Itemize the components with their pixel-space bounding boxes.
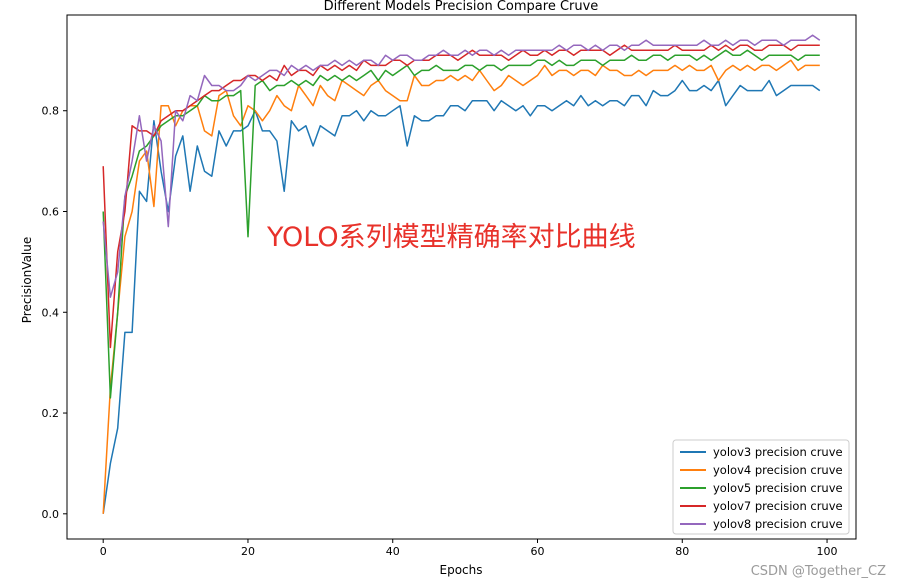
chart-title: Different Models Precision Compare Cruve [324,0,599,14]
series-line-3 [102,49,820,399]
y-axis-label: PrecisionValue [20,237,34,324]
x-tick-label: 40 [386,545,400,558]
x-tick-label: 80 [675,545,689,558]
y-tick-label: 0.0 [42,508,60,521]
legend-label: yolov5 precision cruve [713,481,843,495]
legend-label: yolov3 precision cruve [713,445,843,459]
y-tick-label: 0.4 [42,306,60,319]
legend-label: yolov4 precision cruve [713,463,843,477]
y-axis-ticks: 0.0 0.2 0.4 0.6 0.8 [42,105,67,521]
x-tick-label: 100 [817,545,838,558]
chart-legend: yolov3 precision cruve yolov4 precision c… [672,439,850,535]
series-line-4 [102,44,820,349]
series-line-5 [102,34,821,298]
y-tick-label: 0.6 [42,206,60,219]
series-lines [102,34,821,514]
legend-label: yolov7 precision cruve [713,499,843,513]
y-tick-label: 0.8 [42,105,60,118]
plot-area [66,14,857,540]
x-tick-label: 60 [531,545,545,558]
chart-overlay-caption: YOLO系列模型精确率对比曲线 [266,222,636,253]
legend-label: yolov8 precision cruve [713,517,843,531]
x-axis-label: Epochs [440,563,483,577]
series-line-1 [102,79,821,514]
x-tick-label: 20 [241,545,255,558]
y-tick-label: 0.2 [42,407,60,420]
legend-items: yolov3 precision cruve yolov4 precision c… [680,445,843,531]
series-line-2 [102,59,820,514]
source-credit: CSDN @Together_CZ [750,564,886,579]
x-tick-label: 0 [100,545,107,558]
x-axis-ticks: 0 20 40 60 80 100 [100,539,838,558]
legend-box [672,439,850,535]
